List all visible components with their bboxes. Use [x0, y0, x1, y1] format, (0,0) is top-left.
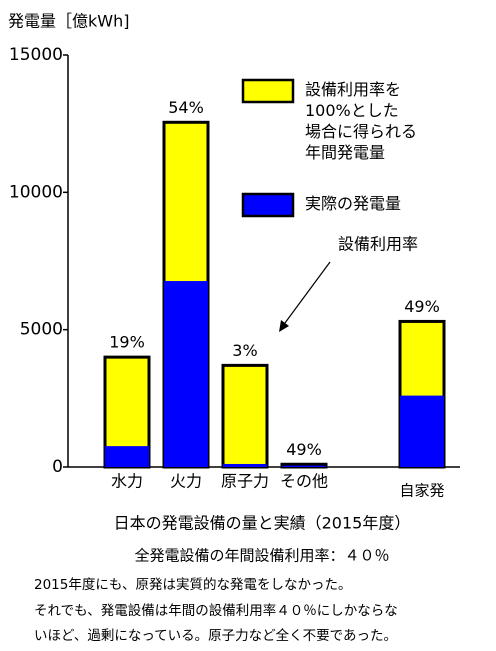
rate-label: 19%	[109, 333, 145, 352]
chart-subtitle: 全発電設備の年間設備利用率：４０％	[134, 547, 389, 565]
note-line: 2015年度にも、原発は実質的な発電をしなかった。	[34, 577, 352, 593]
y-tick-label: 10000	[9, 182, 63, 202]
legend-swatch	[241, 192, 295, 218]
note-line: いほど、過剰になっている。原子力など全く不要であった。	[34, 628, 398, 644]
potential-bar	[221, 363, 269, 469]
y-tick-label: 15000	[9, 45, 63, 65]
rate-label: 54%	[168, 98, 204, 117]
legend-label: 設備利用率を 100%とした 場合に得られる 年間発電量	[305, 80, 418, 162]
x-tick-label: 原子力	[221, 472, 269, 491]
chart-title: 日本の発電設備の量と実績（2015年度）	[114, 514, 411, 533]
actual-bar	[400, 395, 444, 467]
actual-bar	[105, 446, 149, 467]
actual-bar	[164, 281, 208, 467]
legend-label: 実際の発電量	[305, 194, 402, 213]
annotation-arrowhead	[279, 320, 289, 332]
annotation-arrow	[281, 261, 331, 328]
rate-label: 49%	[286, 440, 322, 459]
x-tick-label: 自家発	[399, 482, 444, 500]
rate-label: 3%	[232, 341, 257, 360]
y-axis-label: 発電量［億kWh]	[8, 12, 129, 31]
y-tick-label: 0	[52, 457, 63, 477]
actual-bar	[282, 465, 326, 467]
x-tick-label: 火力	[170, 472, 202, 491]
legend-swatch	[241, 78, 295, 104]
x-tick-label: その他	[280, 472, 328, 491]
x-tick-label: 水力	[111, 472, 143, 491]
annotation: 設備利用率	[338, 235, 418, 254]
actual-bar	[223, 463, 267, 467]
note-line: それでも、発電設備は年間の設備利用率４０％にしかならな	[34, 602, 398, 619]
y-tick-label: 5000	[20, 320, 63, 340]
rate-label: 49%	[404, 297, 440, 316]
